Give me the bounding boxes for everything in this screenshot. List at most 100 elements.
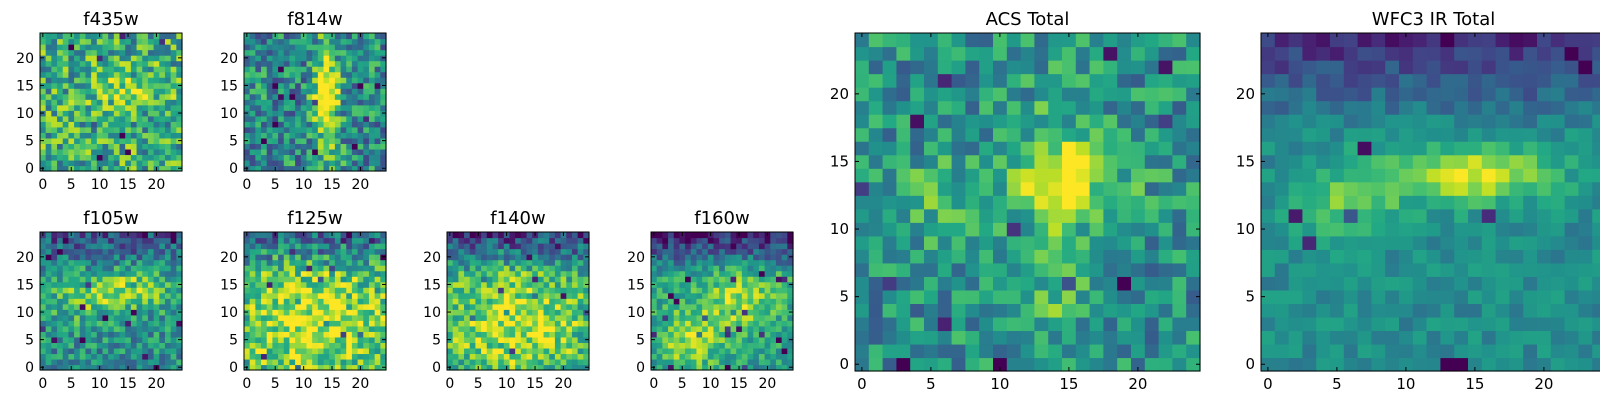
heatmap-cell: [520, 325, 528, 332]
heatmap-cell: [96, 298, 104, 305]
heatmap-cell: [1034, 46, 1049, 61]
x-tick-label: 15: [119, 177, 137, 193]
heatmap-cell: [295, 232, 302, 239]
heatmap-cell: [159, 71, 166, 78]
heatmap-cell: [278, 93, 285, 100]
heatmap-cell: [1075, 357, 1091, 372]
heatmap-cell: [1144, 154, 1160, 169]
heatmap-cell: [452, 232, 459, 239]
heatmap-cell: [979, 303, 994, 318]
heatmap-cell: [119, 314, 126, 321]
heatmap-cell: [289, 358, 296, 366]
heatmap-cell: [707, 248, 715, 255]
y-tick-label: 20: [16, 250, 34, 266]
heatmap-cell: [855, 33, 870, 48]
heatmap-cell: [549, 336, 556, 343]
heatmap-cell: [1261, 262, 1276, 277]
heatmap-cell: [1103, 168, 1118, 183]
heatmap-cell: [91, 303, 98, 310]
heatmap-cell: [1131, 33, 1146, 48]
heatmap-cell: [278, 248, 285, 255]
heatmap-cell: [79, 331, 87, 338]
heatmap-cell: [85, 55, 92, 62]
heatmap-cell: [351, 132, 359, 139]
y-tick-label: 5: [25, 134, 34, 150]
heatmap-cell: [458, 270, 465, 277]
heatmap-cell: [334, 154, 342, 161]
heatmap-cell: [74, 159, 81, 167]
heatmap-cell: [329, 276, 336, 283]
heatmap-cell: [306, 364, 313, 371]
heatmap-cell: [136, 38, 143, 45]
heatmap-cell: [289, 254, 296, 261]
heatmap-cell: [340, 325, 347, 332]
heatmap-cell: [340, 276, 347, 283]
heatmap-cell: [526, 270, 533, 277]
heatmap-cell: [673, 265, 680, 272]
heatmap-cell: [696, 259, 703, 266]
heatmap-cell: [452, 364, 459, 371]
heatmap-cell: [170, 270, 177, 277]
heatmap-cell: [164, 148, 172, 156]
heatmap-cell: [1592, 262, 1600, 277]
heatmap-cell: [896, 357, 911, 372]
heatmap-cell: [346, 331, 353, 338]
heatmap-cell: [1034, 222, 1049, 237]
heatmap-cell: [668, 287, 675, 294]
heatmap-cell: [357, 281, 364, 288]
heatmap-cell: [509, 309, 516, 316]
heatmap-cell: [979, 195, 994, 210]
heatmap-cell: [668, 259, 675, 266]
heatmap-cell: [153, 132, 160, 139]
heatmap-cell: [91, 232, 98, 239]
heatmap-cell: [295, 331, 302, 338]
heatmap-cell: [993, 181, 1008, 196]
heatmap-cell: [554, 331, 562, 338]
heatmap-cell: [334, 347, 342, 355]
heatmap-cell: [503, 254, 511, 261]
heatmap-cell: [685, 364, 692, 371]
heatmap-cell: [334, 115, 342, 122]
heatmap-cell: [882, 343, 897, 359]
heatmap-cell: [79, 281, 87, 288]
heatmap-cell: [306, 121, 313, 128]
heatmap-cell: [668, 353, 675, 360]
heatmap-cell: [690, 232, 698, 239]
heatmap-cell: [566, 342, 573, 349]
heatmap-cell: [306, 38, 313, 45]
heatmap-cell: [1131, 276, 1146, 291]
heatmap-cell: [147, 358, 155, 366]
heatmap-cell: [690, 298, 698, 305]
heatmap-cell: [736, 287, 743, 294]
heatmap-cell: [312, 38, 319, 45]
heatmap-cell: [136, 165, 143, 172]
heatmap-cell: [74, 126, 81, 133]
heatmap-cell: [317, 49, 325, 56]
heatmap-cell: [719, 232, 726, 239]
heatmap-cell: [312, 66, 319, 73]
heatmap-cell: [249, 347, 256, 355]
heatmap-cell: [323, 38, 330, 45]
heatmap-cell: [515, 358, 522, 366]
heatmap-cell: [380, 38, 387, 45]
heatmap-cell: [136, 320, 143, 327]
heatmap-cell: [283, 60, 291, 67]
heatmap-cell: [278, 298, 285, 305]
heatmap-cell: [147, 298, 155, 305]
heatmap-cell: [1117, 357, 1132, 372]
heatmap-cell: [475, 298, 482, 305]
heatmap-cell: [770, 336, 777, 343]
heatmap-cell: [532, 320, 539, 327]
heatmap-cell: [1075, 154, 1091, 169]
heatmap-cell: [1144, 262, 1160, 277]
heatmap-cell: [543, 325, 550, 332]
heatmap-cell: [289, 281, 296, 288]
heatmap-cell: [102, 38, 109, 45]
heatmap-cell: [937, 141, 953, 156]
heatmap-cell: [244, 104, 251, 111]
heatmap-cell: [713, 358, 720, 366]
heatmap-cell: [142, 292, 149, 299]
heatmap-cell: [351, 137, 359, 144]
heatmap-cell: [51, 265, 58, 272]
heatmap-cell: [249, 143, 256, 150]
